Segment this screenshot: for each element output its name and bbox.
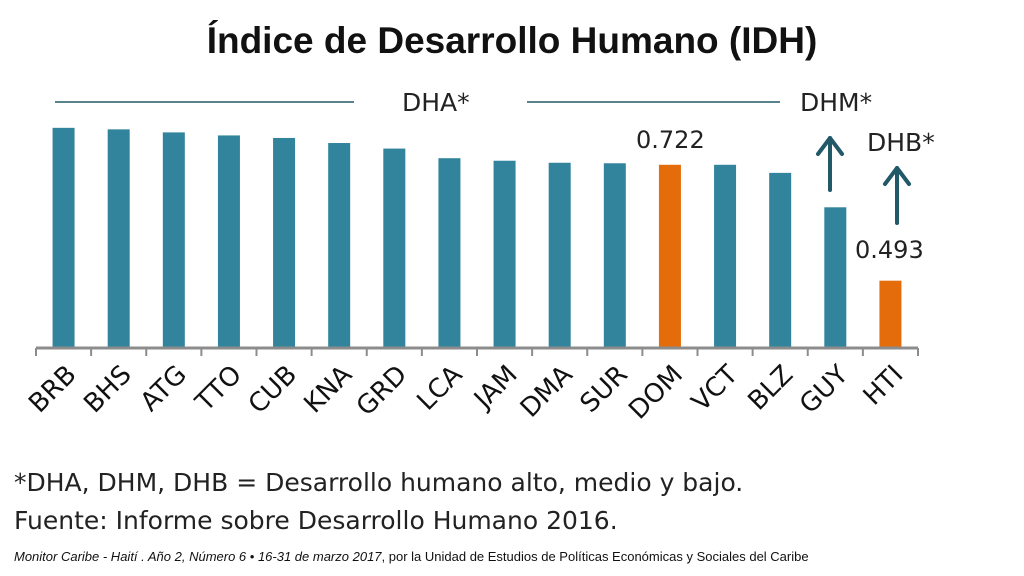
bar-dma	[548, 162, 571, 348]
bar-cub	[273, 137, 296, 348]
tick-label-kna: KNA	[299, 360, 359, 420]
tick-label-vct: VCT	[686, 360, 744, 418]
tick-label-dma: DMA	[515, 360, 579, 424]
source-note: Fuente: Informe sobre Desarrollo Humano …	[14, 506, 618, 535]
dha-label: DHA*	[402, 88, 470, 117]
bar-vct	[714, 164, 737, 348]
dhm-label: DHM*	[800, 88, 872, 117]
footer-publisher: , por la Unidad de Estudios de Políticas…	[381, 549, 809, 564]
bar-kna	[328, 143, 351, 348]
dhb-up-arrow-icon	[883, 166, 911, 225]
tick-label-atg: ATG	[135, 360, 193, 418]
dom-value-label: 0.722	[636, 126, 705, 154]
dhb-label: DHB*	[867, 128, 935, 157]
tick-label-hti: HTI	[858, 360, 910, 412]
tick-label-brb: BRB	[23, 360, 82, 419]
x-axis	[35, 346, 919, 356]
tick-label-lca: LCA	[412, 360, 469, 417]
bar-sur	[603, 163, 626, 348]
bars-group	[52, 127, 902, 348]
tick-label-jam: JAM	[467, 360, 523, 416]
bar-brb	[52, 127, 75, 348]
tick-label-cub: CUB	[243, 360, 303, 420]
tick-label-dom: DOM	[623, 360, 689, 426]
bar-blz	[769, 172, 792, 348]
footer-publication: Monitor Caribe - Haití . Año 2, Número 6…	[14, 549, 382, 564]
tick-label-guy: GUY	[794, 360, 854, 420]
bar-bhs	[107, 129, 130, 348]
tick-label-bhs: BHS	[78, 360, 137, 419]
bar-tto	[217, 135, 240, 348]
tick-label-sur: SUR	[575, 360, 634, 419]
dhm-up-arrow-icon	[816, 136, 844, 192]
definition-note: *DHA, DHM, DHB = Desarrollo humano alto,…	[14, 468, 744, 497]
tick-label-tto: TTO	[189, 360, 248, 419]
bar-atg	[162, 132, 185, 348]
bar-lca	[438, 158, 461, 348]
footer: Monitor Caribe - Haití . Año 2, Número 6…	[14, 549, 809, 564]
tick-label-blz: BLZ	[742, 360, 799, 417]
hti-value-label: 0.493	[855, 236, 924, 264]
bar-grd	[383, 148, 406, 348]
bar-jam	[493, 160, 516, 348]
bar-dom	[658, 164, 681, 348]
bar-hti	[879, 280, 902, 348]
bar-guy	[824, 207, 847, 348]
chart-title: Índice de Desarrollo Humano (IDH)	[206, 20, 818, 61]
tick-label-grd: GRD	[351, 360, 413, 422]
